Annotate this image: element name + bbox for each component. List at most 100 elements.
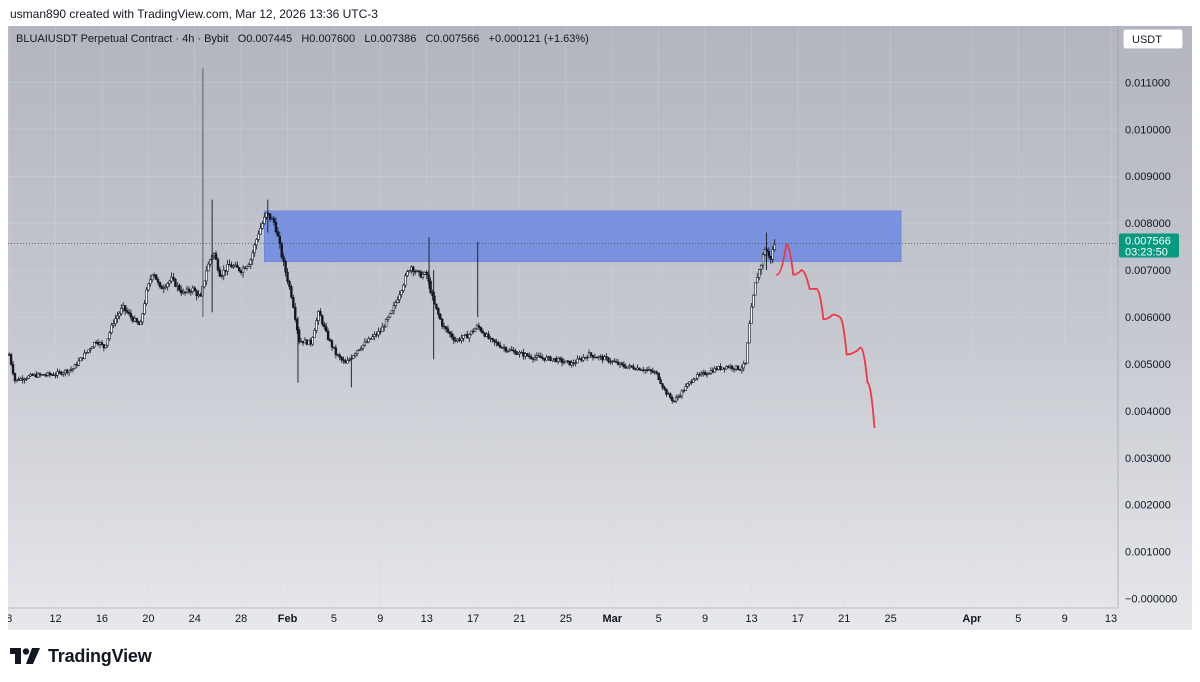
candle xyxy=(558,356,562,363)
candle xyxy=(166,282,169,291)
candle xyxy=(570,359,573,368)
candle-body-down xyxy=(481,330,484,334)
candle-body-up xyxy=(29,373,32,377)
candle xyxy=(212,252,216,259)
candle-body-up xyxy=(725,366,728,370)
candle-body-down xyxy=(282,256,285,262)
candle-body-up xyxy=(363,341,367,346)
candle-body-down xyxy=(591,354,595,358)
candle xyxy=(692,377,695,383)
candle-body-down xyxy=(442,325,446,328)
candle-body-down xyxy=(236,264,239,268)
candle-body-up xyxy=(33,374,36,376)
candle xyxy=(261,221,264,230)
candle-body-down xyxy=(224,269,227,272)
candle-body-up xyxy=(746,342,749,364)
last-price-label: 0.007566 xyxy=(1125,235,1171,247)
candle-body-up xyxy=(752,294,755,308)
candle-body-down xyxy=(369,338,372,340)
candle xyxy=(274,217,278,235)
currency-selector[interactable]: USDT xyxy=(1123,29,1183,49)
candle xyxy=(52,371,55,376)
candle xyxy=(326,328,330,341)
candle-body-down xyxy=(297,329,301,342)
y-tick-label: −0.000000 xyxy=(1125,594,1177,606)
candle-body-up xyxy=(56,371,59,376)
candle xyxy=(698,372,701,377)
candle xyxy=(381,322,384,332)
candle-body-down xyxy=(180,289,183,294)
candle-body-up xyxy=(112,323,115,326)
candle xyxy=(365,339,368,344)
candle-body-up xyxy=(508,349,512,352)
candle-body-up xyxy=(79,357,82,362)
candle xyxy=(137,320,140,325)
candle-body-down xyxy=(630,365,633,368)
candle xyxy=(342,356,345,364)
candle-body-up xyxy=(361,344,365,349)
candle xyxy=(234,261,237,267)
candle-body-down xyxy=(96,341,100,345)
candle xyxy=(485,332,488,338)
candle-body-up xyxy=(684,386,687,391)
candle-body-down xyxy=(127,311,131,314)
candle-body-down xyxy=(48,372,51,375)
candle xyxy=(713,366,716,373)
candle-body-up xyxy=(744,362,747,365)
candle xyxy=(197,290,200,298)
candle-body-up xyxy=(404,275,407,286)
x-tick-label: 9 xyxy=(377,613,383,625)
candle-body-down xyxy=(195,290,198,297)
candle-body-up xyxy=(553,358,556,360)
candle xyxy=(756,272,759,284)
candle xyxy=(647,366,651,371)
candle xyxy=(346,356,349,364)
candle-body-up xyxy=(400,290,403,296)
candle-body-down xyxy=(243,267,247,270)
candle-body-up xyxy=(626,366,629,369)
candle xyxy=(390,310,394,314)
candle xyxy=(483,332,486,338)
candle xyxy=(75,361,79,369)
candle xyxy=(154,274,158,280)
candle xyxy=(469,330,473,336)
candle xyxy=(336,353,339,357)
candle xyxy=(158,281,162,289)
candle xyxy=(682,389,686,394)
candle xyxy=(8,352,11,356)
candle-body-up xyxy=(485,333,488,337)
candle-body-up xyxy=(77,360,80,366)
candle-body-up xyxy=(570,362,573,366)
candle-body-up xyxy=(367,338,370,343)
candle xyxy=(220,273,224,279)
candle-body-down xyxy=(498,345,502,348)
candle xyxy=(133,315,137,322)
candle-body-up xyxy=(91,346,94,350)
candle-body-down xyxy=(439,313,442,320)
candle xyxy=(642,366,645,373)
candle xyxy=(725,365,728,370)
candle xyxy=(174,278,177,288)
open-value: O0.007445 xyxy=(237,33,293,45)
candle-body-down xyxy=(100,342,104,345)
candle-body-up xyxy=(162,287,166,290)
chart-area[interactable]: 0.007566 03:23:50 0.011000 0.010000 0.00900… xyxy=(8,26,1192,630)
candle-body-down xyxy=(491,337,494,340)
candle-body-down xyxy=(495,341,498,344)
candle-body-down xyxy=(178,284,181,291)
candle-body-down xyxy=(723,367,726,370)
candle-body-up xyxy=(742,363,745,369)
candle xyxy=(678,393,682,399)
candle-body-up xyxy=(89,348,92,351)
candle xyxy=(754,282,757,296)
candle-body-up xyxy=(556,357,560,363)
candle-body-up xyxy=(667,393,670,395)
y-tick-label: 0.010000 xyxy=(1125,124,1171,136)
candle xyxy=(597,355,600,361)
candle xyxy=(460,334,463,344)
candle xyxy=(732,368,736,373)
candle xyxy=(348,357,351,362)
candle xyxy=(671,395,674,404)
candle xyxy=(280,241,283,260)
